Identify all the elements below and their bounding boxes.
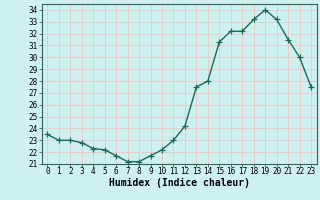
X-axis label: Humidex (Indice chaleur): Humidex (Indice chaleur) (109, 178, 250, 188)
